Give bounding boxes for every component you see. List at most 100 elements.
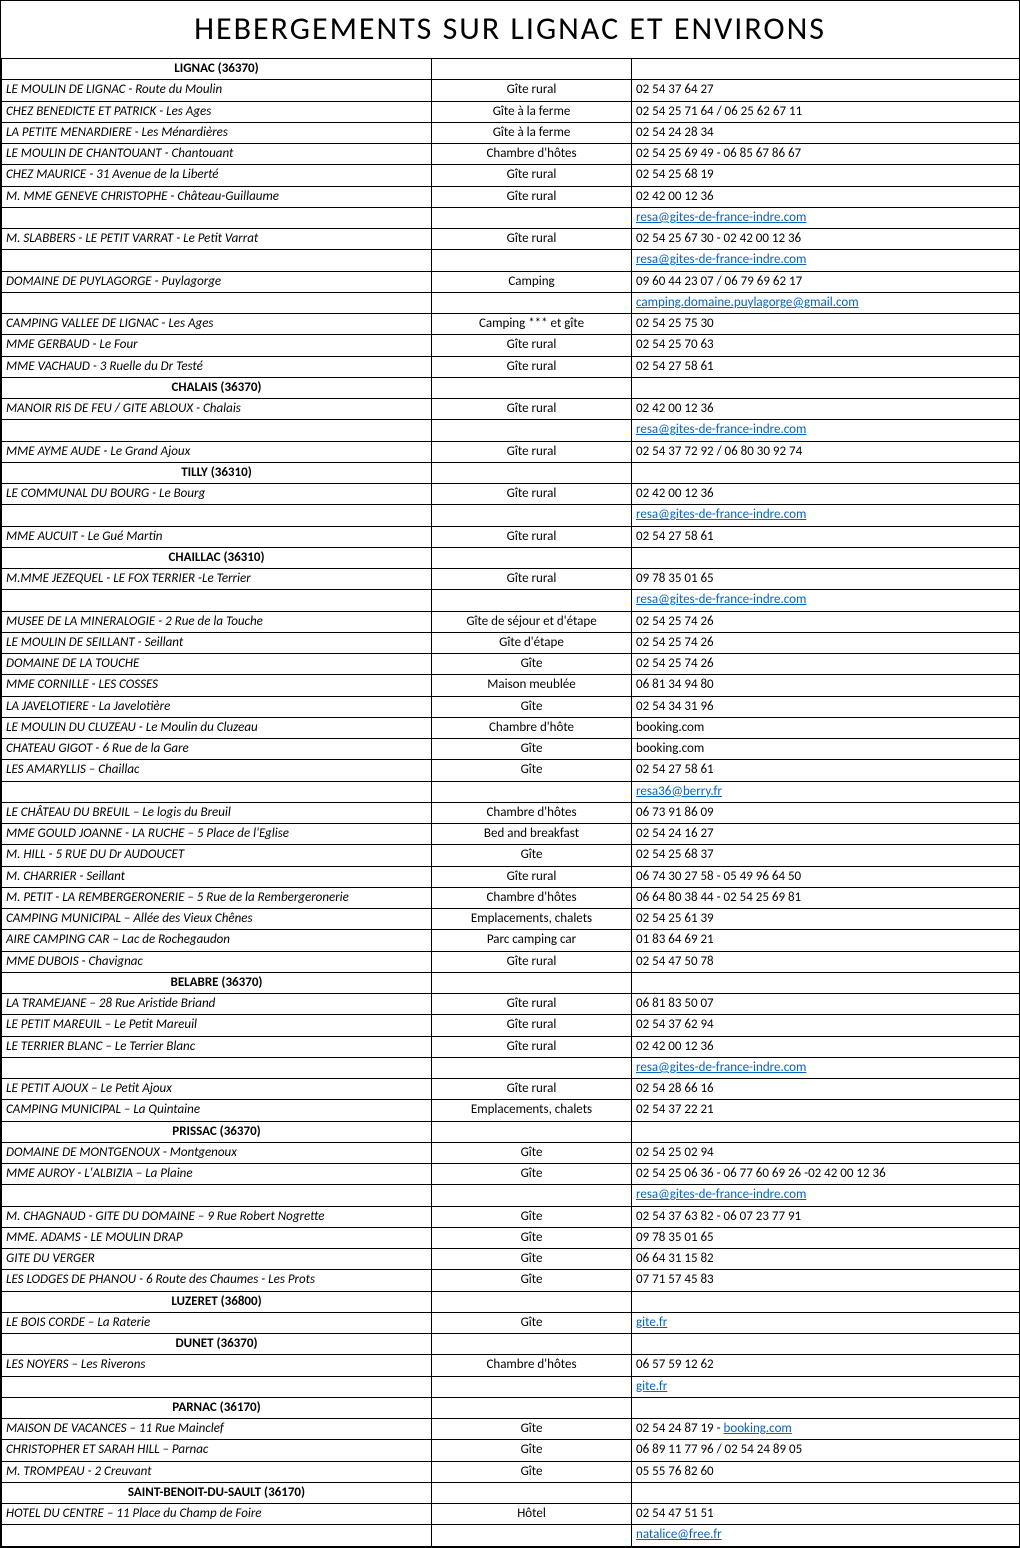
cell-name: LES AMARYLLIS – Chaillac <box>2 760 432 781</box>
cell-name <box>2 250 432 271</box>
contact-link[interactable]: camping.domaine.puylagorge@gmail.com <box>636 295 859 310</box>
table-row: TILLY (36310) <box>2 462 1020 483</box>
accommodations-table: LIGNAC (36370)LE MOULIN DE LIGNAC - Rout… <box>1 58 1020 1547</box>
table-row: camping.domaine.puylagorge@gmail.com <box>2 292 1020 313</box>
table-row: M. SLABBERS - LE PETIT VARRAT - Le Petit… <box>2 229 1020 250</box>
cell-contact: 06 64 80 38 44 - 02 54 25 69 81 <box>632 887 1020 908</box>
contact-link[interactable]: booking.com <box>724 1421 792 1436</box>
cell-type: Gîte <box>432 845 632 866</box>
cell-name: LE MOULIN DE LIGNAC - Route du Moulin <box>2 80 432 101</box>
cell-name <box>2 1376 432 1397</box>
contact-link[interactable]: resa@gites-de-france-indre.com <box>636 1060 806 1075</box>
cell-contact: 07 71 57 45 83 <box>632 1270 1020 1291</box>
cell-contact: 09 78 35 01 65 <box>632 1227 1020 1248</box>
contact-link[interactable]: resa36@berry.fr <box>636 784 722 799</box>
cell-name: LE MOULIN DE CHANTOUANT - Chantouant <box>2 144 432 165</box>
cell-type: Chambre d'hôtes <box>432 802 632 823</box>
cell-name <box>2 207 432 228</box>
contact-link[interactable]: resa@gites-de-france-indre.com <box>636 252 806 267</box>
cell-type: Maison meublée <box>432 675 632 696</box>
cell-type: Gîte rural <box>432 335 632 356</box>
cell-type: Gîte <box>432 1419 632 1440</box>
contact-link[interactable]: resa@gites-de-france-indre.com <box>636 507 806 522</box>
cell-name: MANOIR RIS DE FEU / GITE ABLOUX - Chalai… <box>2 399 432 420</box>
cell-type <box>432 250 632 271</box>
table-row: LE MOULIN DE LIGNAC - Route du MoulinGît… <box>2 80 1020 101</box>
cell-name <box>2 590 432 611</box>
cell-contact: 02 54 25 74 26 <box>632 654 1020 675</box>
contact-link[interactable]: resa@gites-de-france-indre.com <box>636 422 806 437</box>
cell-type: Bed and breakfast <box>432 824 632 845</box>
cell-name: MME GERBAUD - Le Four <box>2 335 432 356</box>
cell-type <box>432 292 632 313</box>
cell-type <box>432 1291 632 1312</box>
cell-name: CAMPING MUNICIPAL – La Quintaine <box>2 1100 432 1121</box>
table-row: BELABRE (36370) <box>2 972 1020 993</box>
cell-contact: 02 54 24 16 27 <box>632 824 1020 845</box>
cell-contact: booking.com <box>632 739 1020 760</box>
table-row: LE COMMUNAL DU BOURG - Le BourgGîte rura… <box>2 484 1020 505</box>
cell-contact: 02 54 37 63 82 - 06 07 23 77 91 <box>632 1206 1020 1227</box>
cell-contact: 02 54 25 74 26 <box>632 611 1020 632</box>
table-row: LES AMARYLLIS – ChaillacGîte02 54 27 58 … <box>2 760 1020 781</box>
cell-contact: 02 54 25 69 49 - 06 85 67 86 67 <box>632 144 1020 165</box>
contact-link[interactable]: resa@gites-de-france-indre.com <box>636 1187 806 1202</box>
cell-contact: resa@gites-de-france-indre.com <box>632 250 1020 271</box>
cell-contact: resa@gites-de-france-indre.com <box>632 1057 1020 1078</box>
page-container: HEBERGEMENTS SUR LIGNAC ET ENVIRONS LIGN… <box>0 0 1020 1548</box>
cell-name: BELABRE (36370) <box>2 972 432 993</box>
cell-contact: 02 54 34 31 96 <box>632 696 1020 717</box>
table-row: M.MME JEZEQUEL - LE FOX TERRIER -Le Terr… <box>2 569 1020 590</box>
contact-link[interactable]: gite.fr <box>636 1315 667 1330</box>
cell-contact: 06 64 31 15 82 <box>632 1249 1020 1270</box>
table-row: LIGNAC (36370) <box>2 59 1020 80</box>
contact-link[interactable]: natalice@free.fr <box>636 1527 722 1542</box>
cell-contact: 01 83 64 69 21 <box>632 930 1020 951</box>
cell-name: PARNAC (36170) <box>2 1397 432 1418</box>
table-row: resa@gites-de-france-indre.com <box>2 505 1020 526</box>
cell-type <box>432 1376 632 1397</box>
cell-name: DOMAINE DE PUYLAGORGE - Puylagorge <box>2 271 432 292</box>
cell-type: Gîte <box>432 1164 632 1185</box>
table-row: M. TROMPEAU - 2 CreuvantGîte05 55 76 82 … <box>2 1461 1020 1482</box>
cell-type: Gîte <box>432 1142 632 1163</box>
cell-contact <box>632 1397 1020 1418</box>
cell-name: M. PETIT - LA REMBERGERONERIE – 5 Rue de… <box>2 887 432 908</box>
cell-type: Gîte rural <box>432 80 632 101</box>
cell-type <box>432 1057 632 1078</box>
table-row: gite.fr <box>2 1376 1020 1397</box>
table-row: M. CHARRIER - SeillantGîte rural06 74 30… <box>2 866 1020 887</box>
table-row: DOMAINE DE MONTGENOUX - MontgenouxGîte02… <box>2 1142 1020 1163</box>
cell-name: LA PETITE MENARDIERE - Les Ménardières <box>2 122 432 143</box>
cell-type: Chambre d'hôte <box>432 717 632 738</box>
table-row: PRISSAC (36370) <box>2 1121 1020 1142</box>
cell-name: MME. ADAMS - LE MOULIN DRAP <box>2 1227 432 1248</box>
table-row: resa@gites-de-france-indre.com <box>2 1057 1020 1078</box>
contact-link[interactable]: gite.fr <box>636 1379 667 1394</box>
table-row: MME AYME AUDE - Le Grand AjouxGîte rural… <box>2 441 1020 462</box>
table-row: MAISON DE VACANCES – 11 Rue MainclefGîte… <box>2 1419 1020 1440</box>
cell-name <box>2 505 432 526</box>
cell-name: LE BOIS CORDE – La Raterie <box>2 1312 432 1333</box>
table-row: CHAILLAC (36310) <box>2 547 1020 568</box>
table-row: MME GOULD JOANNE - LA RUCHE – 5 Place de… <box>2 824 1020 845</box>
table-row: resa@gites-de-france-indre.com <box>2 1185 1020 1206</box>
table-row: CHEZ BENEDICTE ET PATRICK - Les AgesGîte… <box>2 101 1020 122</box>
table-row: MANOIR RIS DE FEU / GITE ABLOUX - Chalai… <box>2 399 1020 420</box>
cell-name: LE TERRIER BLANC – Le Terrier Blanc <box>2 1036 432 1057</box>
cell-type <box>432 1482 632 1503</box>
contact-link[interactable]: resa@gites-de-france-indre.com <box>636 210 806 225</box>
contact-link[interactable]: resa@gites-de-france-indre.com <box>636 592 806 607</box>
cell-name: M. CHARRIER - Seillant <box>2 866 432 887</box>
table-row: DOMAINE DE LA TOUCHEGîte02 54 25 74 26 <box>2 654 1020 675</box>
cell-type <box>432 505 632 526</box>
cell-type <box>432 1185 632 1206</box>
cell-type: Gîte <box>432 1461 632 1482</box>
cell-name: LA TRAMEJANE – 28 Rue Aristide Briand <box>2 994 432 1015</box>
cell-contact: 02 54 37 22 21 <box>632 1100 1020 1121</box>
table-row: resa@gites-de-france-indre.com <box>2 207 1020 228</box>
table-row: resa@gites-de-france-indre.com <box>2 420 1020 441</box>
cell-name: LE MOULIN DE SEILLANT - Seillant <box>2 632 432 653</box>
cell-contact: 09 60 44 23 07 / 06 79 69 62 17 <box>632 271 1020 292</box>
cell-type <box>432 420 632 441</box>
